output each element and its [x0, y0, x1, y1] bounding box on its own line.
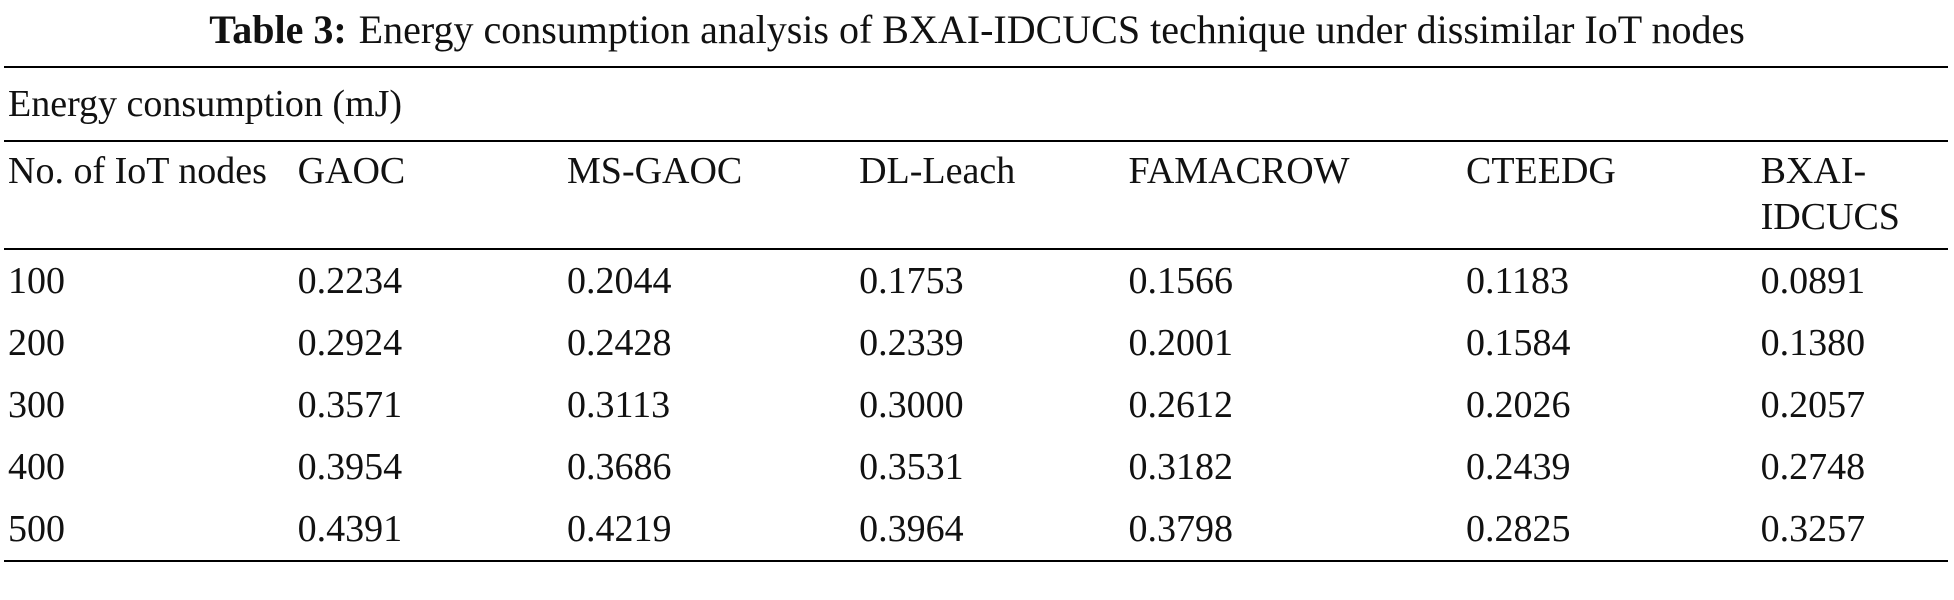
top-rule: [4, 66, 1948, 68]
table-row: 500 0.4391 0.4219 0.3964 0.3798 0.2825 0…: [4, 498, 1948, 560]
table-row: 200 0.2924 0.2428 0.2339 0.2001 0.1584 0…: [4, 312, 1948, 374]
energy-table: Energy consumption (mJ) No. of IoT nodes…: [4, 66, 1948, 562]
table-cell: 0.3571: [297, 384, 403, 426]
table-cell: 0.3182: [1128, 446, 1234, 488]
header-rule: [4, 248, 1948, 250]
table-caption: Table 3: Energy consumption analysis of B…: [0, 6, 1954, 54]
table-cell: 0.2748: [1760, 446, 1866, 488]
table-cell: 0.3257: [1760, 508, 1866, 550]
header-row: No. of IoT nodes GAOC MS-GAOC DL-Leach F…: [4, 142, 1948, 248]
table-cell: 0.2439: [1465, 446, 1571, 488]
table-row: 100 0.2234 0.2044 0.1753 0.1566 0.1183 0…: [4, 250, 1948, 312]
table-cell: 0.3113: [567, 384, 671, 426]
column-header: CTEEDG: [1465, 150, 1616, 192]
column-header: GAOC: [297, 150, 406, 192]
table-cell: 0.1380: [1760, 322, 1866, 364]
column-header: No. of IoT nodes: [8, 150, 267, 192]
table-cell: 500: [8, 508, 65, 550]
table-cell: 0.3798: [1128, 508, 1234, 550]
table-cell: 0.1753: [859, 260, 964, 302]
table-cell: 0.2339: [859, 322, 964, 364]
table-caption-text: Energy consumption analysis of BXAI-IDCU…: [358, 7, 1745, 52]
table-cell: 0.3954: [297, 446, 403, 488]
table-row: 300 0.3571 0.3113 0.3000 0.2612 0.2026 0…: [4, 374, 1948, 436]
table-cell: 0.2057: [1760, 384, 1866, 426]
table-cell: 0.3000: [859, 384, 964, 426]
table-cell: 0.2612: [1128, 384, 1234, 426]
table-cell: 0.4391: [297, 508, 403, 550]
table-cell: 0.1584: [1465, 322, 1571, 364]
table-cell: 0.1183: [1465, 260, 1570, 302]
table-cell: 0.2234: [297, 260, 403, 302]
group-rule: [4, 140, 1948, 142]
column-header: FAMACROW: [1128, 150, 1350, 192]
table-cell: 0.2428: [567, 322, 672, 364]
group-header: Energy consumption (mJ): [8, 83, 403, 125]
table-row: 400 0.3954 0.3686 0.3531 0.3182 0.2439 0…: [4, 436, 1948, 498]
table-cell: 0.3686: [567, 446, 672, 488]
table-cell: 0.0891: [1760, 260, 1866, 302]
table-cell: 200: [8, 322, 65, 364]
table-cell: 0.2044: [567, 260, 672, 302]
table-cell: 0.2825: [1465, 508, 1571, 550]
table-cell: 0.4219: [567, 508, 672, 550]
table-cell: 0.3531: [859, 446, 964, 488]
table-cell: 300: [8, 384, 65, 426]
table-caption-label: Table 3:: [209, 7, 347, 52]
bottom-rule: [4, 560, 1948, 562]
table-cell: 0.3964: [859, 508, 964, 550]
table-cell: 0.1566: [1128, 260, 1234, 302]
table-cell: 0.2924: [297, 322, 403, 364]
data-table-body: 100 0.2234 0.2044 0.1753 0.1566 0.1183 0…: [4, 250, 1948, 560]
data-table: No. of IoT nodes GAOC MS-GAOC DL-Leach F…: [4, 142, 1948, 248]
column-header: DL-Leach: [859, 150, 1016, 192]
column-header: MS-GAOC: [567, 150, 743, 192]
table-cell: 400: [8, 446, 65, 488]
column-header: BXAI-IDCUCS: [1760, 150, 1900, 238]
table-cell: 100: [8, 260, 65, 302]
table-cell: 0.2026: [1465, 384, 1571, 426]
table-cell: 0.2001: [1128, 322, 1234, 364]
